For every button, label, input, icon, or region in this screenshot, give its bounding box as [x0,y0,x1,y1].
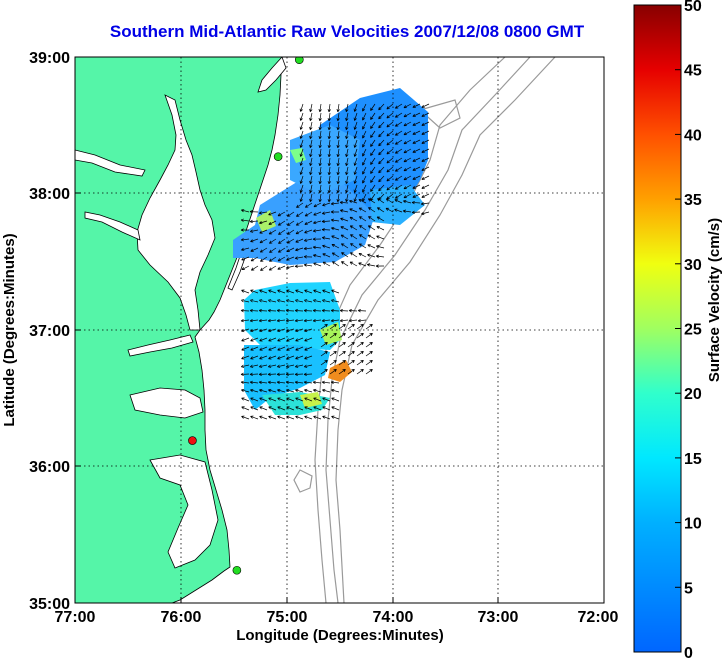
colorbar-tick-label: 10 [684,516,702,533]
colorbar-tick-label: 5 [684,580,693,597]
colorbar-tick-label: 45 [684,63,702,80]
x-tick-label: 77:00 [55,609,96,626]
station-marker [294,57,304,65]
x-tick-label: 73:00 [478,609,519,626]
y-tick-label: 35:00 [29,596,70,613]
colorbar-tick-label: 30 [684,257,702,274]
colorbar [633,4,682,653]
grid-lines [75,57,604,603]
station-marker [188,436,197,445]
y-tick-label: 39:00 [29,50,70,67]
colorbar-tick-label: 50 [684,0,702,15]
colorbar-tick-label: 20 [684,386,702,403]
y-tick-label: 38:00 [29,186,70,203]
colorbar-tick-label: 25 [684,322,702,339]
x-tick-label: 75:00 [267,609,308,626]
chesapeake-bay [136,94,216,331]
x-tick-label: 72:00 [578,609,619,626]
y-tick-label: 36:00 [29,459,70,476]
station-marker [273,152,283,161]
colorbar-tick-label: 35 [684,192,702,209]
colorbar-ticks: 0 5 10 15 20 25 30 35 40 45 50 [675,0,702,659]
x-tick-label: 76:00 [161,609,202,626]
colorbar-tick-label: 15 [684,451,702,468]
x-tick-label: 74:00 [373,609,414,626]
y-tick-label: 37:00 [29,323,70,340]
colorbar-label: Surface Velocity (cm/s) [706,218,723,382]
y-axis-label: Latitude (Degrees:Minutes) [1,233,18,426]
station-markers [188,57,304,575]
station-marker [232,565,242,575]
colorbar-tick-label: 0 [684,645,693,659]
velocity-field [233,88,428,415]
map-title: Southern Mid-Atlantic Raw Velocities 200… [109,22,585,41]
velocity-arrows [240,103,430,420]
colorbar-tick-label: 40 [684,127,702,144]
x-axis-label: Longitude (Degrees:Minutes) [236,627,444,644]
